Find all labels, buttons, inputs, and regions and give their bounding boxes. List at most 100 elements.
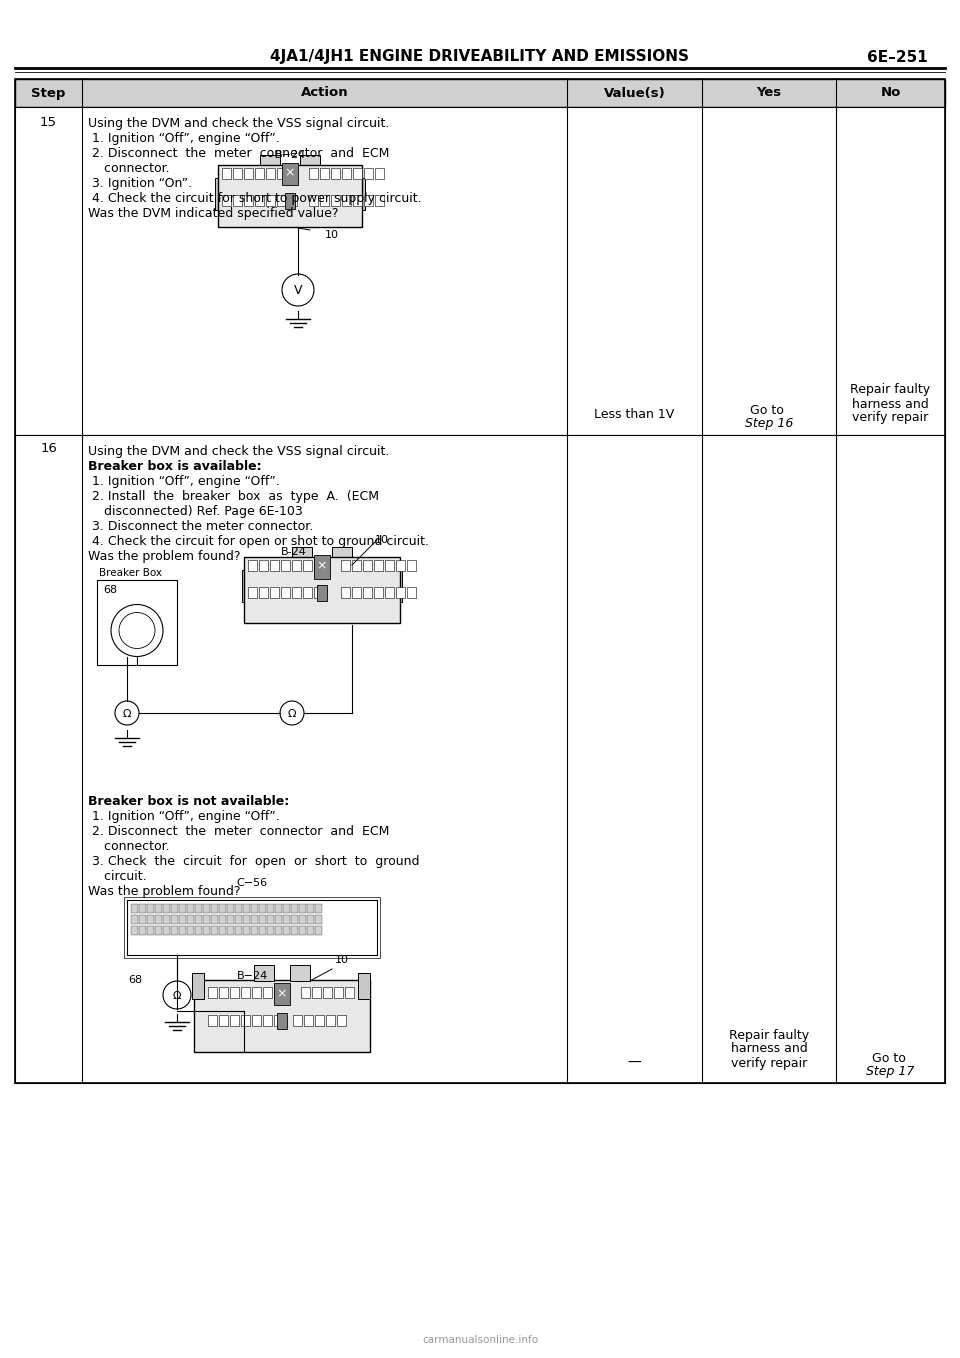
Bar	[259, 904, 266, 913]
Bar	[230, 1014, 239, 1027]
Bar	[235, 915, 242, 923]
Bar	[259, 926, 266, 936]
Bar	[208, 1014, 217, 1027]
Bar	[274, 1014, 283, 1027]
Bar	[326, 1014, 335, 1027]
Text: 68: 68	[103, 585, 117, 595]
Bar	[222, 168, 231, 179]
Text: B−24: B−24	[236, 971, 268, 980]
Bar	[131, 915, 138, 923]
Bar	[155, 915, 162, 923]
Bar	[255, 196, 264, 206]
Bar	[235, 904, 242, 913]
Bar	[139, 915, 146, 923]
Bar	[314, 555, 330, 579]
Bar	[392, 570, 402, 602]
Text: —: —	[628, 1057, 641, 1070]
Bar	[342, 196, 351, 206]
Bar	[203, 904, 210, 913]
Bar	[332, 547, 352, 565]
Bar	[187, 904, 194, 913]
Bar	[274, 987, 283, 998]
Bar	[331, 168, 340, 179]
Text: Ω: Ω	[288, 709, 297, 718]
Bar	[227, 904, 234, 913]
Bar	[203, 926, 210, 936]
Text: connector.: connector.	[88, 162, 170, 175]
Text: Go to: Go to	[750, 403, 788, 417]
Bar	[320, 196, 329, 206]
Bar	[288, 196, 297, 206]
Bar	[341, 559, 350, 570]
Bar	[283, 904, 290, 913]
Text: Step 16: Step 16	[745, 417, 793, 429]
Bar	[355, 178, 365, 210]
Bar	[396, 587, 405, 598]
Bar	[127, 900, 377, 955]
Bar	[285, 193, 295, 209]
Bar	[281, 559, 290, 570]
Bar	[270, 559, 279, 570]
Bar	[267, 926, 274, 936]
Bar	[315, 926, 322, 936]
Bar	[163, 915, 170, 923]
Bar	[334, 987, 343, 998]
Bar	[195, 926, 202, 936]
Bar	[219, 1014, 228, 1027]
Bar	[300, 155, 320, 172]
Bar	[341, 587, 350, 598]
Bar	[260, 155, 280, 172]
Bar	[233, 168, 242, 179]
Bar	[314, 559, 323, 570]
Text: Step 17: Step 17	[866, 1065, 915, 1077]
Text: Yes: Yes	[756, 87, 781, 99]
Bar	[171, 915, 178, 923]
Text: 4. Check the circuit for open or shot to ground circuit.: 4. Check the circuit for open or shot to…	[88, 535, 429, 549]
Bar	[179, 926, 186, 936]
Bar	[375, 168, 384, 179]
Bar	[251, 915, 258, 923]
Bar	[274, 983, 290, 1005]
Bar	[15, 107, 945, 435]
Bar	[243, 915, 250, 923]
Bar	[363, 559, 372, 570]
Bar	[179, 904, 186, 913]
Text: Breaker box is not available:: Breaker box is not available:	[88, 794, 289, 808]
Bar	[312, 987, 321, 998]
Bar	[227, 926, 234, 936]
Bar	[147, 926, 154, 936]
Bar	[292, 587, 301, 598]
Bar	[309, 168, 318, 179]
Bar	[288, 168, 297, 179]
Text: 1. Ignition “Off”, engine “Off”.: 1. Ignition “Off”, engine “Off”.	[88, 809, 279, 823]
Text: Was the DVM indicated specified value?: Was the DVM indicated specified value?	[88, 206, 339, 220]
Bar	[187, 915, 194, 923]
Bar	[248, 559, 257, 570]
Bar	[267, 904, 274, 913]
Bar	[230, 987, 239, 998]
Text: 3. Disconnect the meter connector.: 3. Disconnect the meter connector.	[88, 520, 313, 532]
Bar	[363, 587, 372, 598]
Bar	[147, 904, 154, 913]
Bar	[259, 915, 266, 923]
Bar	[195, 915, 202, 923]
Bar	[192, 972, 204, 999]
Bar	[242, 570, 252, 602]
Text: Breaker box is available:: Breaker box is available:	[88, 460, 262, 473]
Bar	[187, 926, 194, 936]
Bar	[342, 168, 351, 179]
Text: 15: 15	[40, 117, 57, 129]
Bar	[320, 168, 329, 179]
Bar	[364, 168, 373, 179]
Bar	[171, 904, 178, 913]
Bar	[270, 587, 279, 598]
Bar	[227, 915, 234, 923]
Bar	[275, 915, 282, 923]
Bar	[263, 1014, 272, 1027]
Text: 4JA1/4JH1 ENGINE DRIVEABILITY AND EMISSIONS: 4JA1/4JH1 ENGINE DRIVEABILITY AND EMISSI…	[271, 49, 689, 64]
Bar	[259, 559, 268, 570]
Bar	[131, 904, 138, 913]
Bar	[219, 904, 226, 913]
Text: 10: 10	[325, 230, 339, 240]
Bar	[155, 904, 162, 913]
